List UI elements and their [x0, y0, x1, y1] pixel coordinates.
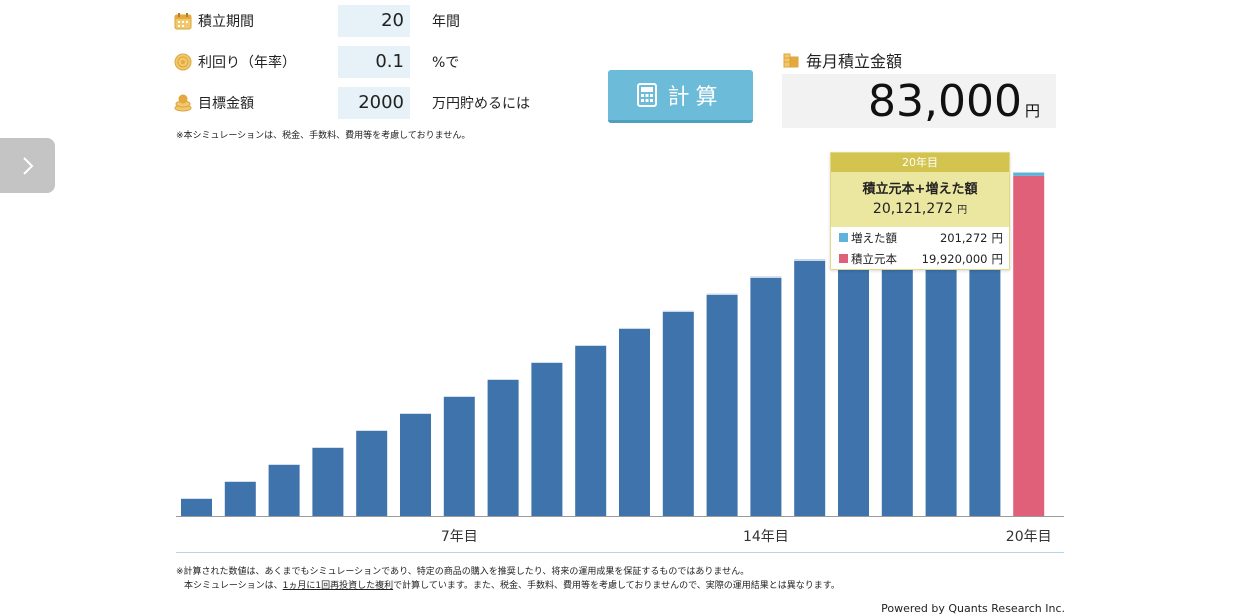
tooltip-principal-name: 積立元本	[851, 251, 897, 266]
period-row: 積立期間 年間	[174, 5, 460, 37]
tooltip-total: 20,121,272 円	[831, 201, 1009, 217]
bar-principal-2[interactable]	[224, 482, 256, 516]
bar-gain-14[interactable]	[750, 276, 782, 278]
bar-principal-17[interactable]	[881, 226, 913, 516]
bar-principal-11[interactable]	[619, 328, 650, 516]
tooltip-year: 20年目	[831, 153, 1009, 172]
target-label: 目標金額	[198, 96, 254, 112]
bar-principal-3[interactable]	[268, 465, 300, 516]
bar-gain-4[interactable]	[312, 447, 344, 448]
tooltip-total-value: 20,121,272	[872, 201, 954, 217]
chart-x-ticks: 7年目 14年目 20年目	[441, 529, 1052, 545]
bar-principal-15[interactable]	[794, 260, 826, 516]
disclaimer-line-2-post: で計算しています。また、税金、手数料、費用等を考慮しておりませんので、実際の運用…	[393, 581, 840, 591]
tooltip-gain-value: 201,272	[939, 230, 988, 245]
rate-row: 利回り（年率） %で	[174, 46, 459, 78]
chart-tooltip: 20年目 積立元本+増えた額 20,121,272 円 増えた額 201,272 …	[830, 152, 1010, 270]
bar-gain-12[interactable]	[662, 310, 694, 312]
chevron-right-icon	[22, 156, 33, 175]
rate-label: 利回り（年率）	[198, 55, 296, 71]
x-tick-label: 7年目	[441, 529, 478, 545]
disclaimer-line-2: 本シミュレーションは、1ヵ月に1回再投資した複利で計算しています。また、税金、手…	[176, 579, 840, 593]
rate-input[interactable]	[338, 46, 410, 78]
bar-principal-7[interactable]	[443, 397, 475, 516]
tooltip-total-unit: 円	[957, 205, 968, 216]
target-unit: 万円貯めるには	[432, 96, 530, 112]
tooltip-row-principal: 積立元本 19,920,000 円	[831, 248, 1009, 269]
gain-swatch	[839, 233, 848, 242]
bar-principal-8[interactable]	[487, 380, 519, 516]
bar-gain-5[interactable]	[356, 430, 388, 431]
target-input[interactable]	[338, 87, 410, 119]
calculate-button[interactable]: 計算	[608, 70, 753, 123]
tooltip-gain-name: 増えた額	[851, 230, 897, 245]
bar-gain-15[interactable]	[794, 259, 826, 261]
powered-by: Powered by Quants Research Inc.	[881, 602, 1065, 615]
period-unit: 年間	[432, 14, 460, 30]
tooltip-gain-unit: 円	[991, 230, 1004, 245]
bar-gain-6[interactable]	[400, 413, 431, 414]
tooltip-row-gain: 増えた額 201,272 円	[831, 227, 1009, 248]
bar-gain-20[interactable]	[1013, 172, 1045, 176]
calculator-icon	[637, 83, 658, 107]
period-input[interactable]	[338, 5, 410, 37]
bar-principal-6[interactable]	[400, 414, 431, 516]
monthly-amount-value: 83,000	[868, 76, 1022, 127]
bar-gain-9[interactable]	[531, 362, 563, 363]
tooltip-principal-unit: 円	[991, 251, 1004, 266]
x-tick-label: 14年目	[743, 529, 789, 545]
bar-principal-10[interactable]	[575, 346, 607, 516]
period-label: 積立期間	[198, 14, 254, 30]
bar-gain-1[interactable]	[181, 498, 212, 499]
monthly-amount-label: 毎月積立金額	[806, 52, 903, 71]
bar-principal-20[interactable]	[1013, 175, 1045, 516]
bar-principal-12[interactable]	[662, 311, 694, 516]
disclaimer: ※計算された数値は、あくまでもシミュレーションであり、特定の商品の購入を推奨した…	[176, 565, 840, 593]
bar-principal-1[interactable]	[181, 499, 212, 516]
bar-principal-5[interactable]	[356, 431, 388, 516]
coin-stack-icon	[174, 94, 192, 112]
bar-gain-8[interactable]	[487, 379, 519, 380]
coins-icon	[783, 53, 799, 68]
tooltip-summary: 積立元本+増えた額 20,121,272 円	[831, 172, 1009, 227]
tooltip-title: 積立元本+増えた額	[862, 182, 978, 197]
rate-unit: %で	[432, 55, 460, 71]
calendar-icon	[174, 12, 192, 30]
target-row: 目標金額 万円貯めるには	[174, 87, 530, 119]
x-tick-label: 20年目	[1006, 529, 1052, 545]
disclaimer-line-2-pre: 本シミュレーションは、	[184, 581, 283, 591]
disclaimer-line-1: ※計算された数値は、あくまでもシミュレーションであり、特定の商品の購入を推奨した…	[176, 567, 750, 577]
principal-swatch	[839, 254, 848, 263]
tooltip-principal-value: 19,920,000	[921, 251, 988, 266]
bar-principal-14[interactable]	[750, 277, 782, 516]
monthly-amount-box: 83,000 円	[782, 74, 1056, 128]
bar-principal-16[interactable]	[838, 243, 869, 516]
bar-gain-2[interactable]	[224, 481, 256, 482]
bar-principal-4[interactable]	[312, 448, 344, 516]
tax-note: ※本シミュレーションは、税金、手数料、費用等を考慮しておりません。	[176, 131, 471, 141]
bar-principal-9[interactable]	[531, 363, 563, 516]
bar-gain-7[interactable]	[443, 396, 475, 397]
bar-gain-13[interactable]	[706, 293, 738, 295]
compound-interest-link[interactable]: 1ヵ月に1回再投資した複利	[282, 581, 394, 591]
bar-gain-3[interactable]	[268, 464, 300, 465]
bar-gain-11[interactable]	[619, 327, 650, 329]
next-arrow-button[interactable]	[0, 138, 55, 193]
coin-icon	[174, 53, 192, 71]
calculate-button-label: 計算	[667, 85, 724, 110]
monthly-amount-unit: 円	[1024, 102, 1040, 120]
bar-principal-13[interactable]	[706, 294, 738, 516]
bar-gain-10[interactable]	[575, 345, 607, 346]
monthly-amount-heading: 毎月積立金額	[782, 48, 902, 72]
